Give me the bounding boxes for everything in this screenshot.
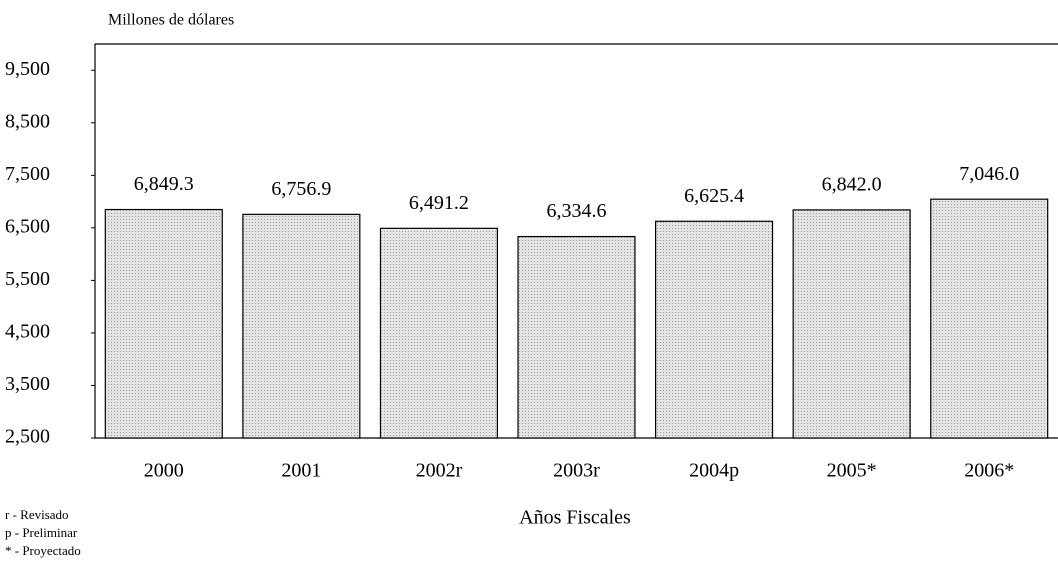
note: r - Revisado — [5, 507, 69, 522]
y-tick-label: 3,500 — [5, 373, 50, 395]
bar — [930, 198, 1049, 439]
y-tick-label: 7,500 — [5, 163, 50, 185]
bar — [104, 208, 223, 439]
value-label: 6,334.6 — [547, 200, 607, 222]
y-tick-label: 9,500 — [5, 58, 50, 80]
x-tick-label: 2006* — [964, 460, 1014, 482]
y-tick-label: 2,500 — [5, 426, 50, 448]
y-tick-label: 4,500 — [5, 321, 50, 343]
bar — [792, 209, 911, 439]
value-label: 6,849.3 — [134, 173, 194, 195]
x-tick-label: 2005* — [827, 460, 877, 482]
note: p - Preliminar — [5, 525, 78, 540]
y-tick-label: 6,500 — [5, 215, 50, 237]
x-axis-title: Años Fiscales — [519, 507, 631, 529]
bar — [242, 213, 361, 439]
value-label: 7,046.0 — [959, 163, 1019, 185]
value-label: 6,842.0 — [822, 173, 882, 195]
x-tick-label: 2001 — [281, 460, 321, 482]
y-axis-title: Millones de dólares — [108, 12, 234, 29]
value-label: 6,756.9 — [271, 178, 331, 200]
bar — [517, 235, 636, 439]
value-label: 6,491.2 — [409, 192, 469, 214]
x-tick-label: 2003r — [553, 460, 600, 482]
note: * - Proyectado — [5, 543, 81, 558]
x-tick-label: 2004p — [689, 460, 739, 482]
value-label: 6,625.4 — [684, 185, 744, 207]
x-tick-label: 2002r — [416, 460, 463, 482]
y-tick-label: 8,500 — [5, 110, 50, 132]
bar — [655, 220, 774, 439]
x-tick-label: 2000 — [144, 460, 184, 482]
y-tick-label: 5,500 — [5, 268, 50, 290]
bar — [379, 227, 498, 439]
